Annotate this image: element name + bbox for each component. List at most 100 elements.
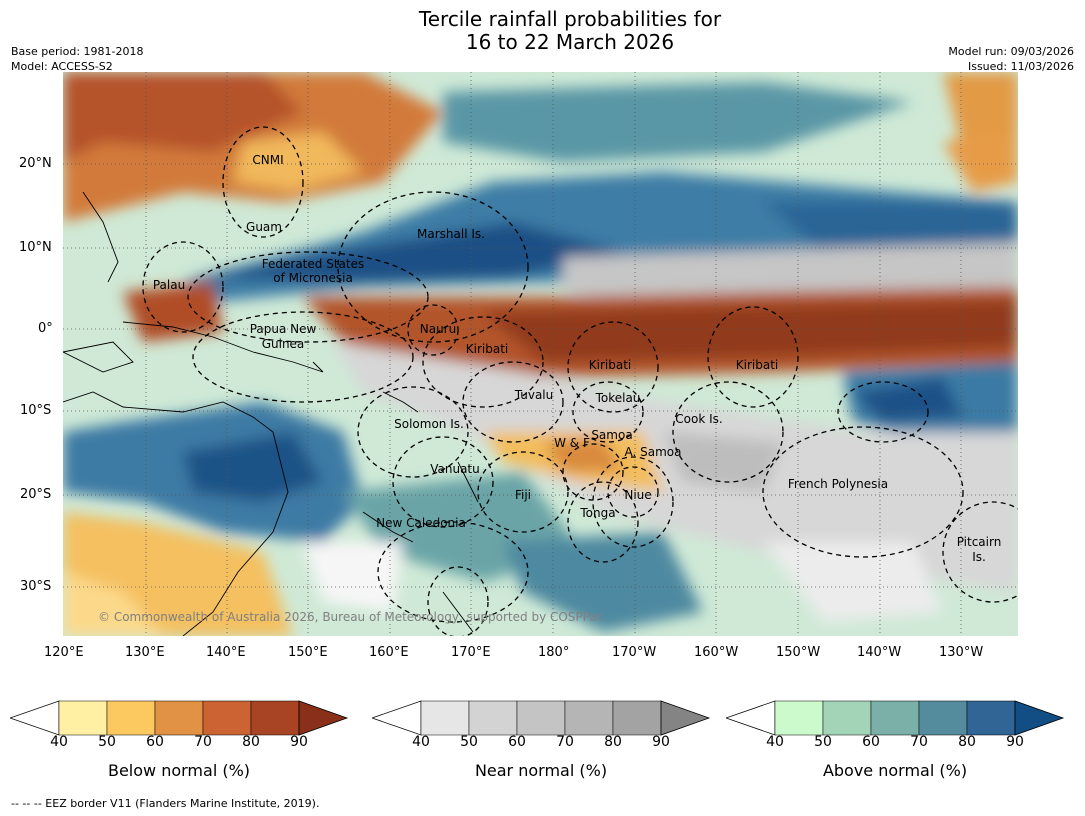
label-palau: Palau	[153, 278, 185, 292]
lon-tick-120e: 120°E	[44, 645, 84, 660]
cb-below-seg-1	[58, 700, 108, 736]
label-kiribati-east: Kiribati	[736, 358, 778, 372]
label-cnmi: CNMI	[252, 153, 283, 167]
cb-near-seg-5	[612, 700, 662, 736]
label-tonga: Tonga	[579, 506, 615, 520]
cb-near-tick-60: 60	[508, 734, 526, 750]
rainfall-map: CNMI Guam Marshall Is. Federated States …	[63, 72, 1018, 636]
coastlines	[63, 191, 479, 636]
cb-below-seg-3	[154, 700, 204, 736]
cb-below-tick-70: 70	[194, 734, 212, 750]
cb-above-tick-40: 40	[766, 734, 784, 750]
label-fsm-2: of Micronesia	[273, 271, 353, 285]
model-name: Model: ACCESS-S2	[11, 60, 113, 73]
lon-tick-160w: 160°W	[694, 645, 739, 660]
label-kiribati-central: Kiribati	[589, 358, 631, 372]
label-guam: Guam	[246, 220, 282, 234]
lat-tick-20s: 20°S	[20, 487, 52, 502]
cb-above-tick-60: 60	[862, 734, 880, 750]
label-tuvalu: Tuvalu	[514, 388, 554, 402]
cb-below-seg-2	[106, 700, 156, 736]
place-labels: CNMI Guam Marshall Is. Federated States …	[153, 153, 1001, 564]
cb-below-seg-6	[298, 700, 349, 736]
colorbar-below-bar	[10, 700, 349, 736]
cb-near-tick-80: 80	[604, 734, 622, 750]
lon-tick-150w: 150°W	[776, 645, 821, 660]
cb-near-tick-40: 40	[412, 734, 430, 750]
model-run: Model run: 09/03/2026	[948, 45, 1074, 58]
cb-near-tick-50: 50	[460, 734, 478, 750]
lon-tick-170w: 170°W	[612, 645, 657, 660]
eez-borders	[142, 126, 1018, 636]
cb-near-tick-90: 90	[652, 734, 670, 750]
cb-below-tick-50: 50	[98, 734, 116, 750]
label-solomon: Solomon Is.	[394, 417, 464, 431]
lat-tick-0: 0°	[38, 321, 53, 336]
label-vanuatu: Vanuatu	[430, 462, 480, 476]
cb-below-tick-60: 60	[146, 734, 164, 750]
lon-tick-150e: 150°E	[288, 645, 328, 660]
label-cook: Cook Is.	[675, 412, 722, 426]
label-wf: W & F	[554, 436, 590, 450]
lon-tick-140w: 140°W	[857, 645, 902, 660]
cb-above-tick-70: 70	[910, 734, 928, 750]
issued-date: Issued: 11/03/2026	[967, 60, 1074, 73]
lon-tick-130w: 130°W	[939, 645, 984, 660]
cb-below-tick-40: 40	[50, 734, 68, 750]
cb-below-tick-90: 90	[290, 734, 308, 750]
label-marshall: Marshall Is.	[417, 227, 485, 241]
label-png-1: Papua New	[250, 322, 317, 336]
colorbar-near-bar	[372, 700, 711, 736]
lat-tick-10n: 10°N	[19, 240, 52, 255]
cb-near-seg-1	[420, 700, 470, 736]
cb-near-seg-6	[660, 700, 711, 736]
cb-above-tick-80: 80	[958, 734, 976, 750]
label-samoa: Samoa	[591, 428, 632, 442]
lon-tick-160e: 160°E	[369, 645, 409, 660]
label-niue: Niue	[624, 488, 651, 502]
base-period: Base period: 1981-2018	[11, 45, 144, 58]
lon-tick-170e: 170°E	[451, 645, 491, 660]
meta-left: Base period: 1981-2018 Model: ACCESS-S2	[11, 44, 143, 74]
lat-tick-30s: 30°S	[20, 579, 52, 594]
cb-above-seg-1	[774, 700, 824, 736]
map-title-line1: Tercile rainfall probabilities for	[418, 7, 722, 31]
cb-below-seg-4	[202, 700, 252, 736]
cb-above-seg-6	[1014, 700, 1065, 736]
cb-below-label: Below normal (%)	[107, 761, 251, 780]
colorbar-above-bar	[726, 700, 1065, 736]
label-tokelau: Tokelau	[595, 391, 641, 405]
map-canvas: CNMI Guam Marshall Is. Federated States …	[63, 72, 1018, 636]
label-pitcairn-2: Is.	[972, 550, 986, 564]
cb-above-seg-2	[822, 700, 872, 736]
meta-right: Model run: 09/03/2026 Issued: 11/03/2026	[948, 44, 1074, 74]
label-nauru: Nauru	[420, 322, 456, 336]
cb-above-tick-90: 90	[1006, 734, 1024, 750]
label-american-samoa: A. Samoa	[625, 445, 682, 459]
cb-below-tick-80: 80	[242, 734, 260, 750]
colorbar-near: 40 50 60 70 80 90 Near normal (%)	[372, 700, 712, 790]
lat-tick-10s: 10°S	[20, 403, 52, 418]
lon-tick-130e: 130°E	[125, 645, 165, 660]
colorbar-above: 40 50 60 70 80 90 Above normal (%)	[726, 700, 1066, 790]
cb-above-label: Above normal (%)	[822, 761, 968, 780]
label-french-polynesia: French Polynesia	[788, 477, 888, 491]
lat-tick-20n: 20°N	[19, 156, 52, 171]
map-title-line2: 16 to 22 March 2026	[465, 30, 675, 54]
colorbar-below: 40 50 60 70 80 90 Below normal (%)	[10, 700, 350, 790]
cb-near-tick-70: 70	[556, 734, 574, 750]
label-new-caledonia: New Caledonia	[376, 516, 466, 530]
label-kiribati-west: Kiribati	[466, 342, 508, 356]
map-title: Tercile rainfall probabilities for 16 to…	[0, 8, 1085, 54]
label-fiji: Fiji	[515, 488, 531, 502]
cb-near-seg-2	[468, 700, 518, 736]
label-fsm-1: Federated States	[262, 257, 364, 271]
cb-above-seg-4	[918, 700, 968, 736]
cb-above-seg-5	[966, 700, 1016, 736]
label-png-2: Guinea	[262, 337, 305, 351]
eez-footnote: -- -- -- EEZ border V11 (Flanders Marine…	[11, 797, 320, 810]
cb-near-seg-4	[564, 700, 614, 736]
lon-tick-140e: 140°E	[206, 645, 246, 660]
copyright-text: © Commonwealth of Australia 2026, Bureau…	[98, 610, 603, 624]
lon-tick-180: 180°	[538, 645, 570, 660]
